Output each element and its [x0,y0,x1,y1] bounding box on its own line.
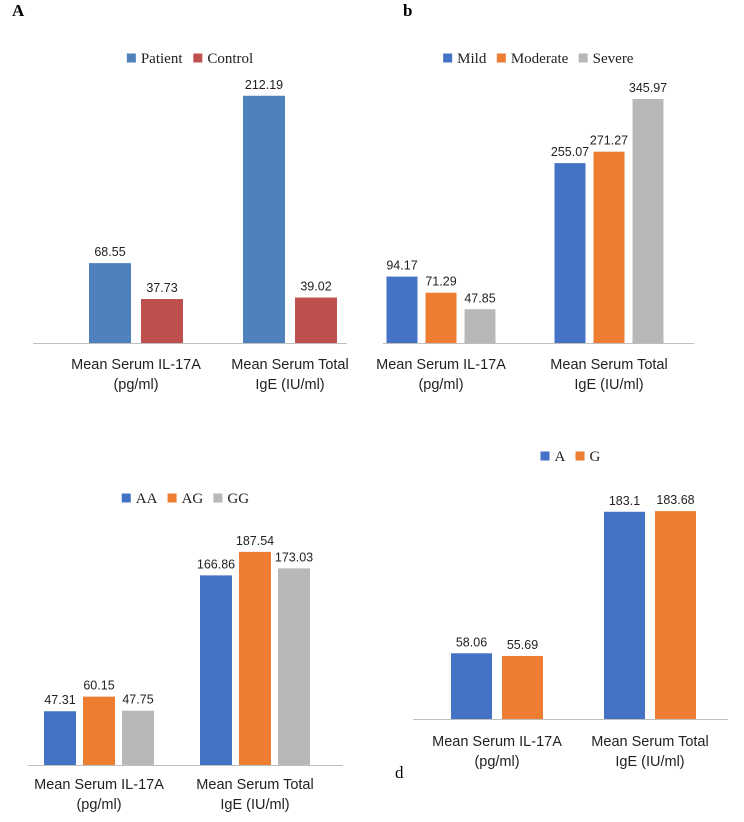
panel-letter: A [12,1,25,20]
bar [278,568,310,765]
data-label: 183.68 [656,493,694,507]
legend-swatch [193,53,203,63]
legend-label: AA [136,491,158,507]
chart-panel-2: b Mild Moderate Severe 94.17 255.07 71.29 271.2… [376,1,694,393]
panel-letter: d [395,763,404,782]
x-tick-label: (pg/ml) [418,377,463,393]
legend-label: Patient [141,51,183,67]
data-label: 173.03 [275,550,313,564]
bar [200,575,232,765]
data-label: 255.07 [551,145,589,159]
bar [141,299,183,343]
data-label: 71.29 [425,275,456,289]
legend-label: G [590,449,601,465]
bar [425,292,457,343]
legend: Patient Control [126,51,253,67]
x-tick-label: (pg/ml) [76,797,121,813]
data-label: 166.86 [197,557,235,571]
x-tick-label: IgE (IU/ml) [255,377,324,393]
data-label: 47.75 [122,693,153,707]
bar [386,276,418,343]
legend-swatch [126,53,136,63]
x-tick-label: Mean Serum Total [550,357,667,373]
legend-swatch [496,53,506,63]
data-label: 55.69 [507,638,538,652]
legend-label: A [555,449,566,465]
bar [122,710,154,765]
legend-swatch [167,493,177,503]
legend-swatch [575,451,585,461]
legend-label: GG [227,491,249,507]
data-label: 47.85 [464,291,495,305]
legend-swatch [213,493,223,503]
legend: AA AG GG [121,491,249,507]
panel-letter: b [403,1,412,20]
bar [593,151,625,343]
x-tick-label: Mean Serum IL-17A [34,777,164,793]
bar [502,655,543,719]
bar [239,551,271,765]
legend-label: Moderate [511,51,569,67]
x-tick-label: Mean Serum IL-17A [432,734,562,750]
bar [604,511,645,719]
x-tick-label: Mean Serum IL-17A [71,357,201,373]
x-tick-label: IgE (IU/ml) [574,377,643,393]
bar [83,696,115,765]
legend: Mild Moderate Severe [443,51,634,67]
legend-swatch [121,493,131,503]
bar [451,653,492,719]
legend-label: Control [207,51,253,67]
bar [44,711,76,765]
x-tick-label: Mean Serum Total [196,777,313,793]
data-label: 39.02 [300,280,331,294]
legend-label: Mild [457,51,487,67]
bar [655,511,696,719]
bar [243,95,285,343]
data-label: 47.31 [44,693,75,707]
bar [464,309,496,343]
legend-swatch [578,53,588,63]
data-label: 68.55 [94,245,125,259]
chart-panel-3: AA AG GG 47.31 166.86 60.15 187.54 47.75 173.03 M… [28,491,343,813]
data-label: 37.73 [146,281,177,295]
legend-label: AG [182,491,204,507]
data-label: 183.1 [609,494,640,508]
bar [295,297,337,343]
data-label: 212.19 [245,78,283,92]
data-label: 271.27 [590,134,628,148]
chart-panel-1: A Patient Control 68.55 212.19 37.73 39.02 Mean… [12,1,349,393]
x-tick-label: Mean Serum Total [591,734,708,750]
x-tick-label: IgE (IU/ml) [615,754,684,770]
legend-swatch [443,53,453,63]
x-tick-label: (pg/ml) [474,754,519,770]
x-tick-label: IgE (IU/ml) [220,797,289,813]
x-tick-label: Mean Serum Total [231,357,348,373]
bar [554,163,586,343]
legend-label: Severe [593,51,634,67]
bar [632,99,664,343]
bar [89,263,131,343]
data-label: 58.06 [456,635,487,649]
x-tick-label: Mean Serum IL-17A [376,357,506,373]
data-label: 187.54 [236,534,274,548]
data-label: 94.17 [386,259,417,273]
legend-swatch [540,451,550,461]
x-tick-label: (pg/ml) [113,377,158,393]
data-label: 345.97 [629,81,667,95]
data-label: 60.15 [83,679,114,693]
